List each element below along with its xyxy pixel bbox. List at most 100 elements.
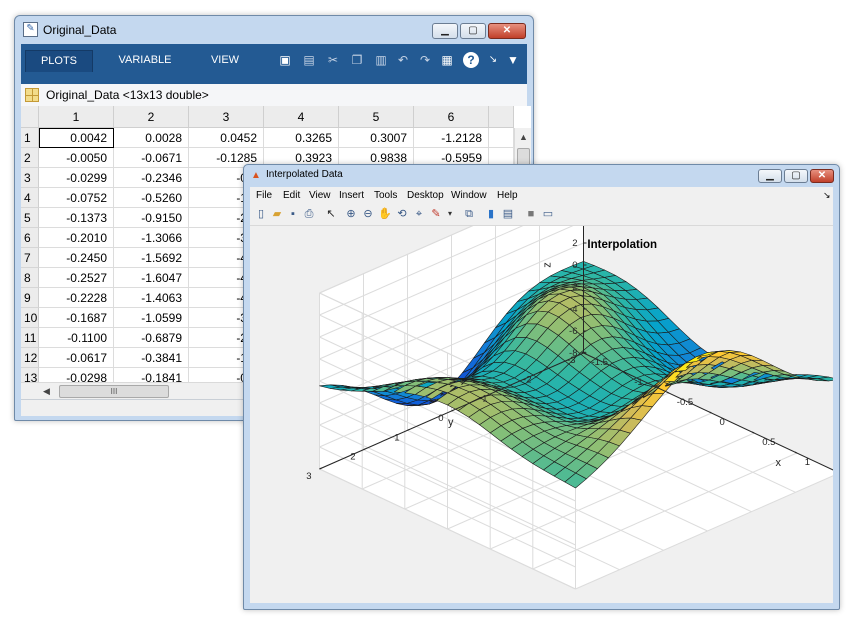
table-cell[interactable]: -0.2228 (39, 288, 114, 308)
row-header[interactable]: 9 (21, 288, 39, 308)
menu-insert[interactable]: Insert (339, 190, 365, 201)
open-icon[interactable]: ▰ (272, 208, 282, 220)
table-cell[interactable]: -0.2527 (39, 268, 114, 288)
table-cell[interactable]: -0.0617 (39, 348, 114, 368)
row-header[interactable]: 5 (21, 208, 39, 228)
table-cell[interactable]: -0.0671 (114, 148, 189, 168)
table-cell[interactable]: -0.2346 (114, 168, 189, 188)
paste-icon[interactable]: ▥ (375, 53, 387, 67)
table-cell[interactable]: -1.6047 (114, 268, 189, 288)
row-header[interactable]: 1 (21, 128, 39, 148)
cut-icon[interactable]: ✂ (327, 53, 339, 67)
save-icon[interactable]: ▤ (303, 53, 315, 67)
column-header[interactable]: 2 (114, 106, 189, 128)
row-header[interactable]: 12 (21, 348, 39, 368)
row-header[interactable]: 10 (21, 308, 39, 328)
column-header[interactable]: 3 (189, 106, 264, 128)
save-icon[interactable]: ▪ (291, 208, 295, 220)
dropdown-icon[interactable]: ▼ (507, 53, 519, 67)
dock-icon[interactable]: ▭ (542, 208, 554, 220)
minimize-button[interactable]: ▁ (432, 23, 458, 39)
maximize-button[interactable]: ▢ (784, 169, 808, 183)
table-cell[interactable]: -0.0752 (39, 188, 114, 208)
brush-dropdown-icon[interactable]: ▾ (447, 209, 452, 218)
figure-title-bar[interactable]: ▲ Interpolated Data ▁ ▢ ✕ (244, 165, 839, 187)
row-header[interactable]: 3 (21, 168, 39, 188)
redo-icon[interactable]: ↷ (419, 53, 431, 67)
variables-title-bar[interactable]: ✎ Original_Data ▁ ▢ ✕ (15, 16, 533, 44)
table-cell-empty[interactable] (489, 128, 514, 148)
table-cell[interactable]: 0.3007 (339, 128, 414, 148)
table-cell[interactable]: -0.0299 (39, 168, 114, 188)
table-cell[interactable]: -0.0050 (39, 148, 114, 168)
maximize-button[interactable]: ▢ (460, 23, 486, 39)
tab-view[interactable]: VIEW (210, 54, 240, 66)
menu-desktop[interactable]: Desktop (407, 190, 444, 201)
table-cell[interactable]: -0.1687 (39, 308, 114, 328)
zoom-out-icon[interactable]: ⊖ (363, 208, 373, 220)
table-cell[interactable]: -0.3841 (114, 348, 189, 368)
menu-window[interactable]: Window (451, 190, 487, 201)
undo-icon[interactable]: ↶ (397, 53, 409, 67)
menu-edit[interactable]: Edit (283, 190, 301, 201)
scroll-up-icon[interactable]: ▲ (519, 132, 528, 142)
table-cell[interactable]: -0.1841 (114, 368, 189, 382)
table-cell[interactable]: -0.2450 (39, 248, 114, 268)
rotate-icon[interactable]: ⟲ (397, 208, 407, 220)
column-header[interactable]: 5 (339, 106, 414, 128)
hide-tools-icon[interactable]: ■ (527, 208, 535, 220)
row-header[interactable]: 11 (21, 328, 39, 348)
table-cell[interactable]: -0.2010 (39, 228, 114, 248)
surface-plot[interactable]: Data Refined using Cubic Interpolation -… (250, 226, 833, 603)
table-cell[interactable]: -1.5692 (114, 248, 189, 268)
colorbar-icon[interactable]: ▮ (487, 208, 495, 220)
brush-icon[interactable]: ✎ (431, 208, 441, 220)
menu-file[interactable]: File (256, 190, 273, 201)
table-cell[interactable]: -0.0298 (39, 368, 114, 382)
table-cell[interactable]: -1.2128 (414, 128, 489, 148)
row-header[interactable]: 13 (21, 368, 39, 382)
pointer-icon[interactable]: ↖ (326, 208, 336, 220)
table-cell[interactable]: 0.3265 (264, 128, 339, 148)
copy-icon[interactable]: ❐ (351, 53, 363, 67)
table-cell[interactable]: -1.0599 (114, 308, 189, 328)
table-cell[interactable]: 0.0028 (114, 128, 189, 148)
minimize-button[interactable]: ▁ (758, 169, 782, 183)
minimize-ribbon-icon[interactable]: ↘ (488, 54, 498, 65)
variable-tab-label[interactable]: Original_Data <13x13 double> (46, 88, 209, 102)
row-header[interactable]: 4 (21, 188, 39, 208)
table-cell[interactable]: -0.1285 (189, 148, 264, 168)
new-from-selection-icon[interactable]: ▣ (279, 53, 291, 67)
row-header[interactable]: 2 (21, 148, 39, 168)
window-icon[interactable]: ▦ (441, 53, 453, 67)
row-header[interactable]: 6 (21, 228, 39, 248)
menu-help[interactable]: Help (497, 190, 518, 201)
zoom-in-icon[interactable]: ⊕ (346, 208, 356, 220)
close-button[interactable]: ✕ (810, 169, 834, 183)
table-cell[interactable]: -1.3066 (114, 228, 189, 248)
row-header[interactable]: 8 (21, 268, 39, 288)
table-cell[interactable]: 0.0452 (189, 128, 264, 148)
menu-tools[interactable]: Tools (374, 190, 398, 201)
link-icon[interactable]: ⧉ (465, 208, 473, 220)
table-cell[interactable]: -0.1100 (39, 328, 114, 348)
scroll-left-icon[interactable]: ◀ (43, 386, 50, 396)
table-cell[interactable]: -0.6879 (114, 328, 189, 348)
column-header[interactable]: 6 (414, 106, 489, 128)
dock-arrow-icon[interactable]: ↘ (823, 190, 831, 200)
tab-plots[interactable]: PLOTS (25, 50, 93, 72)
help-icon[interactable]: ? (463, 52, 479, 68)
new-figure-icon[interactable]: ▯ (257, 208, 265, 220)
pan-icon[interactable]: ✋ (378, 208, 392, 220)
data-cursor-icon[interactable]: ⌖ (415, 208, 423, 220)
row-header[interactable]: 7 (21, 248, 39, 268)
horizontal-scroll-thumb[interactable]: III (59, 385, 169, 398)
table-cell[interactable]: -0.9150 (114, 208, 189, 228)
table-cell[interactable]: -0.5260 (114, 188, 189, 208)
column-header[interactable]: 4 (264, 106, 339, 128)
tab-variable[interactable]: VARIABLE (118, 54, 172, 66)
table-cell[interactable]: -1.4063 (114, 288, 189, 308)
menu-view[interactable]: View (309, 190, 331, 201)
column-header[interactable]: 1 (39, 106, 114, 128)
print-icon[interactable]: ⎙ (304, 208, 314, 220)
